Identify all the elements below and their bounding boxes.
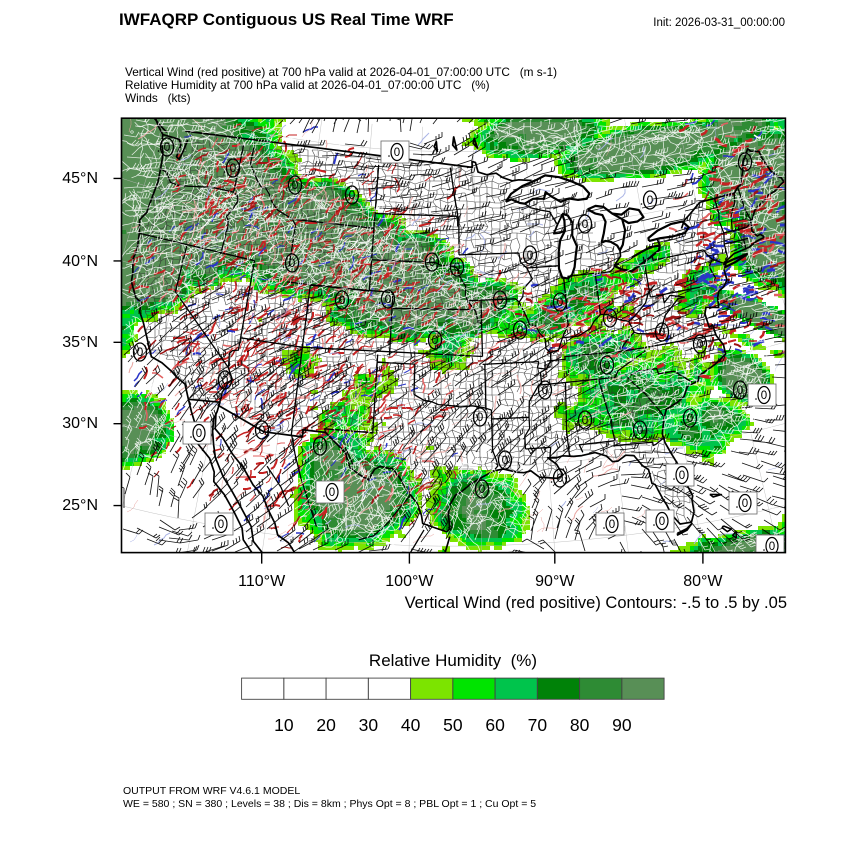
svg-text:0: 0 [582,413,589,427]
svg-text:0: 0 [557,295,564,309]
svg-text:50: 50 [443,715,463,735]
svg-text:0: 0 [769,541,775,553]
svg-text:0: 0 [230,161,237,175]
svg-text:0: 0 [502,453,509,467]
svg-text:0: 0 [218,519,224,531]
svg-text:0: 0 [604,358,611,372]
svg-text:0: 0 [394,147,400,159]
svg-text:0: 0 [527,248,534,262]
svg-text:0: 0 [259,423,266,437]
svg-text:0: 0 [742,155,749,169]
svg-text:0: 0 [477,410,484,424]
svg-text:0: 0 [609,519,615,531]
svg-text:0: 0 [697,337,704,351]
svg-text:0: 0 [679,470,685,482]
svg-text:0: 0 [761,390,767,402]
svg-text:0: 0 [196,428,202,440]
svg-text:0: 0 [517,323,524,337]
svg-text:0: 0 [607,311,614,325]
svg-text:0: 0 [349,188,356,202]
svg-text:0: 0 [385,292,392,306]
svg-text:30: 30 [359,715,379,735]
svg-text:0: 0 [292,178,299,192]
svg-text:0: 0 [429,255,436,269]
svg-text:90: 90 [612,715,632,735]
svg-text:20: 20 [316,715,336,735]
svg-text:70: 70 [528,715,548,735]
svg-text:0: 0 [659,516,665,528]
svg-text:0: 0 [432,333,439,347]
svg-text:0: 0 [737,383,744,397]
svg-text:0: 0 [222,373,229,387]
svg-text:40: 40 [401,715,421,735]
svg-text:0: 0 [164,140,171,154]
svg-text:0: 0 [659,325,666,339]
svg-text:0: 0 [647,193,654,207]
svg-text:0: 0 [289,256,296,270]
svg-text:0: 0 [582,217,589,231]
svg-text:80: 80 [570,715,590,735]
svg-text:0: 0 [637,423,644,437]
svg-text:0: 0 [557,471,564,485]
svg-text:0: 0 [542,383,549,397]
svg-text:0: 0 [454,260,461,274]
svg-text:0: 0 [497,293,504,307]
svg-text:0: 0 [742,498,748,510]
svg-text:10: 10 [274,715,294,735]
svg-text:0: 0 [339,293,346,307]
svg-text:0: 0 [687,411,694,425]
svg-text:0: 0 [479,482,486,496]
svg-text:60: 60 [485,715,505,735]
svg-text:0: 0 [137,345,144,359]
svg-text:0: 0 [329,487,335,499]
svg-text:0: 0 [317,439,324,453]
